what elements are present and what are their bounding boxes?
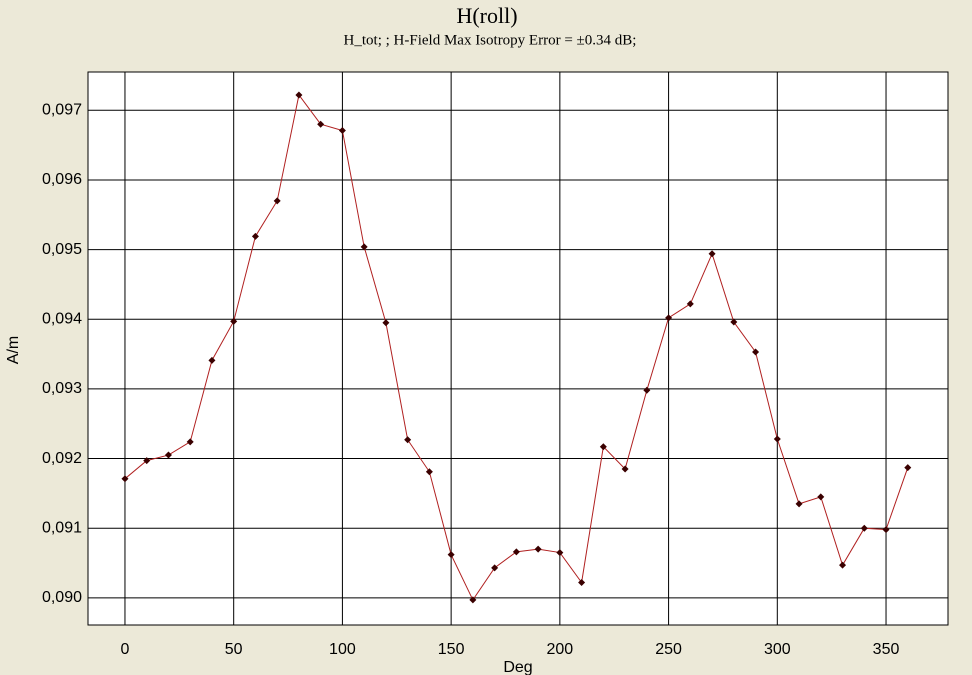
data-point (643, 386, 651, 394)
data-point (904, 464, 912, 472)
chart-subtitle: H_tot; ; H-Field Max Isotropy Error = ±0… (344, 32, 637, 48)
data-point (382, 319, 390, 327)
data-point (208, 356, 216, 364)
x-tick-label: 150 (438, 641, 465, 658)
data-point (295, 91, 303, 99)
data-point (425, 468, 433, 476)
x-tick-label: 200 (547, 641, 574, 658)
data-point (338, 127, 346, 135)
y-tick-label: 0,096 (42, 171, 82, 188)
data-point (773, 435, 781, 443)
data-point (360, 243, 368, 251)
data-point (512, 548, 520, 556)
data-point (752, 348, 760, 356)
data-point (317, 120, 325, 128)
data-point (839, 561, 847, 569)
data-point (708, 250, 716, 258)
data-point (730, 318, 738, 326)
data-point (447, 551, 455, 559)
data-point (860, 524, 868, 532)
x-tick-label: 50 (225, 641, 243, 658)
data-point (578, 579, 586, 587)
data-point (621, 465, 629, 473)
data-point (230, 317, 238, 325)
data-point (491, 564, 499, 572)
data-point (404, 436, 412, 444)
x-tick-label: 250 (655, 641, 682, 658)
x-tick-label: 350 (873, 641, 900, 658)
data-point (469, 596, 477, 604)
x-axis-label: Deg (503, 659, 532, 675)
y-tick-label: 0,097 (42, 102, 82, 119)
data-point (665, 314, 673, 322)
chart-title: H(roll) (456, 3, 517, 28)
data-point (795, 500, 803, 508)
data-point (273, 197, 281, 205)
y-tick-label: 0,095 (42, 241, 82, 258)
plot-area (87, 71, 949, 626)
data-point (251, 232, 259, 240)
x-tick-label: 100 (329, 641, 356, 658)
data-point (143, 457, 151, 465)
data-point (817, 493, 825, 501)
data-point (882, 526, 890, 534)
data-point (186, 438, 194, 446)
y-tick-label: 0,091 (42, 519, 82, 536)
y-tick-label: 0,094 (42, 310, 82, 327)
y-tick-label: 0,090 (42, 589, 82, 606)
y-tick-label: 0,092 (42, 450, 82, 467)
y-tick-label: 0,093 (42, 380, 82, 397)
data-point (121, 475, 129, 483)
data-point (599, 443, 607, 451)
data-point (686, 300, 694, 308)
data-point (556, 549, 564, 557)
data-point (164, 451, 172, 459)
data-point (534, 545, 542, 553)
x-tick-label: 0 (121, 641, 130, 658)
y-axis-label: A/m (5, 336, 22, 364)
x-tick-label: 300 (764, 641, 791, 658)
